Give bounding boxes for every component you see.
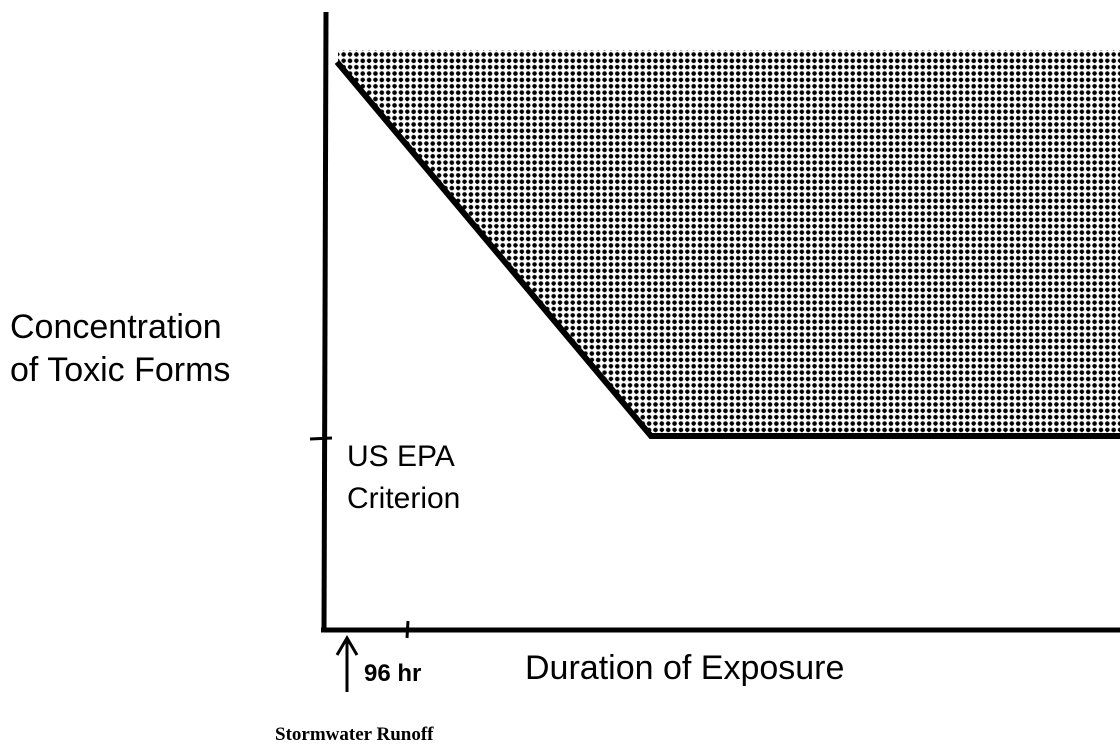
- criterion-tick: [309, 436, 333, 441]
- x-tick-label: 96 hr: [364, 660, 421, 687]
- toxic-region: [338, 50, 1120, 435]
- x-tick: [405, 620, 410, 639]
- y-axis: [321, 11, 329, 633]
- y-axis-label: Concentration: [10, 308, 222, 346]
- criterion-label: Criterion: [347, 482, 460, 515]
- threshold-line: [334, 60, 1120, 439]
- criterion-label: US EPA: [347, 440, 455, 473]
- x-axis-label: Duration of Exposure: [525, 649, 844, 687]
- arrow-head: [335, 635, 359, 656]
- y-axis-label: of Toxic Forms: [10, 351, 230, 389]
- arrow-label: Stormwater Runoff: [275, 724, 434, 745]
